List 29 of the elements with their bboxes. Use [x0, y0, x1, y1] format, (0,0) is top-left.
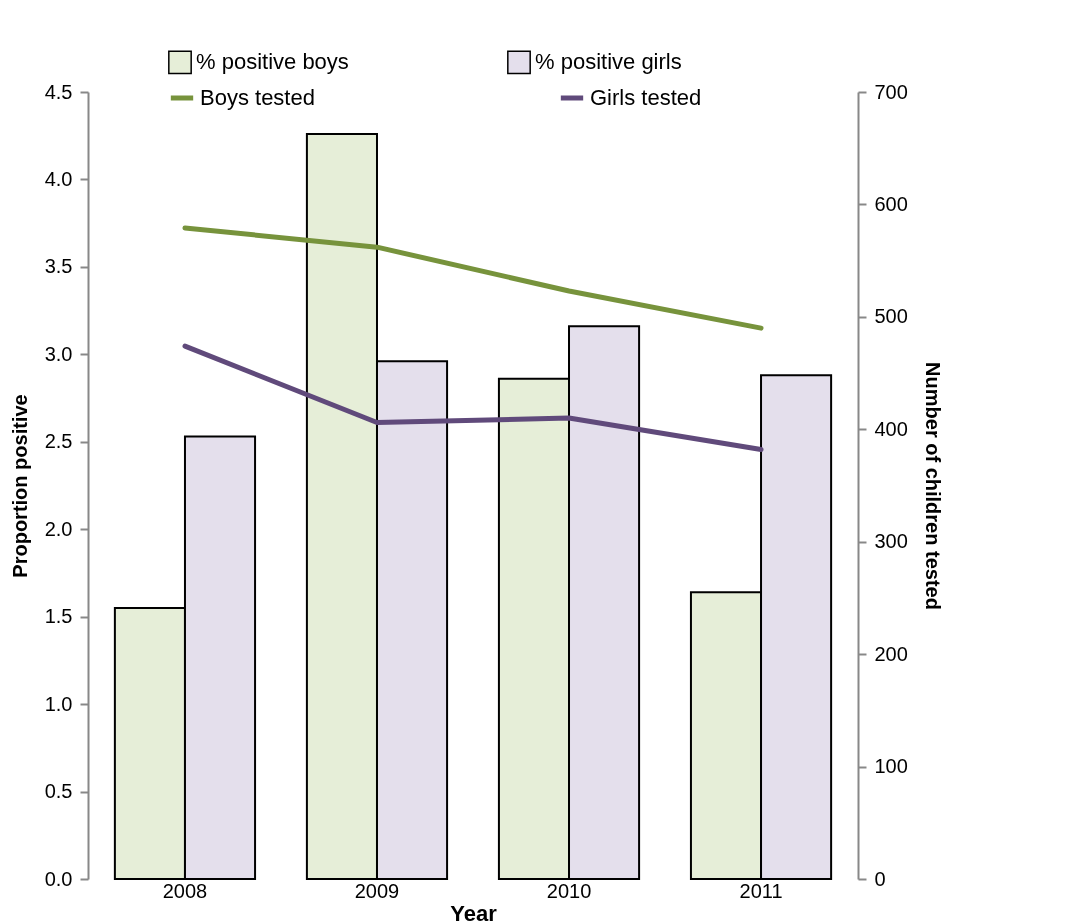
x-tick-label: 2009	[354, 879, 400, 902]
legend-label: Boys tested	[200, 85, 315, 110]
y-tick-label: 1.5	[44, 605, 73, 628]
x-axis-title: Year	[450, 900, 498, 923]
y-tick-label: 3.0	[44, 342, 73, 365]
y2-axis-title: Number of children tested	[921, 362, 944, 610]
y-tick-label: 4.5	[44, 80, 73, 103]
y-tick-label: 0.0	[44, 867, 73, 890]
y-tick-label: 3.5	[44, 255, 73, 278]
y2-tick-label: 700	[874, 80, 908, 103]
y-tick-label: 2.5	[44, 430, 73, 453]
legend-label: % positive boys	[196, 49, 349, 75]
y-tick-label: 2.0	[44, 517, 73, 540]
y2-tick-label: 600	[874, 192, 908, 215]
y-tick-label: 1.0	[44, 692, 73, 715]
y2-tick-label: 0	[874, 867, 886, 890]
x-tick-label: 2010	[546, 879, 592, 902]
legend-label: Girls tested	[590, 85, 702, 110]
x-tick-label: 2011	[739, 879, 783, 902]
y-tick-label: 0.5	[44, 780, 73, 803]
y2-tick-label: 500	[874, 305, 908, 328]
y2-tick-label: 100	[874, 755, 908, 778]
y-tick-label: 4.0	[44, 167, 73, 190]
y2-tick-label: 400	[874, 417, 908, 440]
y-axis-title: Proportion positive	[8, 394, 31, 578]
legend-label: % positive girls	[535, 49, 682, 75]
y2-tick-label: 200	[874, 642, 908, 665]
y2-tick-label: 300	[874, 530, 908, 553]
x-tick-label: 2008	[162, 879, 208, 902]
